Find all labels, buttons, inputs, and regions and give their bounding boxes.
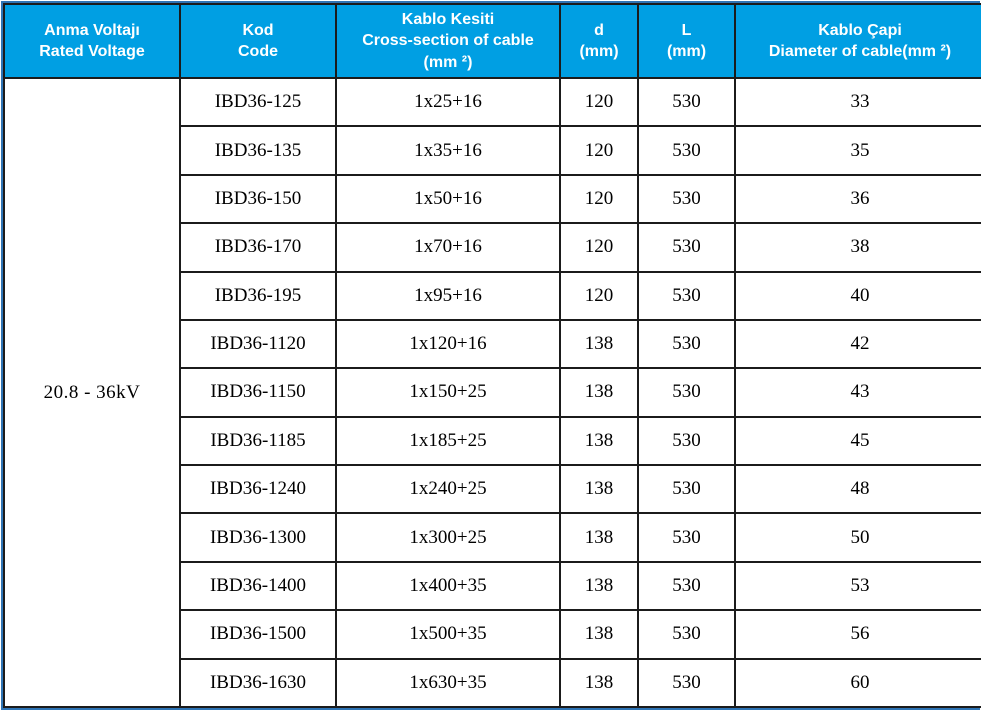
- cable-spec-table: Anma Voltajı Rated Voltage Kod Code Kabl…: [3, 3, 981, 708]
- diameter-cell: 36: [734, 173, 981, 225]
- table-row: IBD36-1120 1x120+16 138 530 42: [4, 318, 981, 370]
- code-cell: IBD36-170: [179, 222, 337, 273]
- table-row: IBD36-195 1x95+16 120 530 40: [4, 270, 981, 321]
- diameter-cell: 42: [734, 318, 981, 370]
- code-cell: IBD36-1630: [179, 657, 337, 708]
- table-row: IBD36-1400 1x400+35 138 530 53: [4, 560, 981, 612]
- table-row: IBD36-170 1x70+16 120 530 38: [4, 222, 981, 273]
- diameter-cell: 40: [734, 270, 981, 321]
- code-cell: IBD36-1300: [179, 512, 337, 563]
- d-mm-cell: 138: [559, 609, 639, 660]
- cross-section-cell: 1x70+16: [335, 222, 561, 273]
- table-body: 20.8 - 36kV IBD36-125 1x25+16 120 530 33 IBD36…: [3, 76, 981, 708]
- header-cable-diameter: Kablo Çapi Diameter of cable(mm ²): [734, 3, 981, 79]
- d-mm-cell: 138: [559, 367, 639, 418]
- code-cell: IBD36-1150: [179, 367, 337, 418]
- d-mm-cell: 120: [559, 270, 639, 321]
- l-mm-cell: 530: [637, 318, 736, 370]
- code-cell: IBD36-150: [179, 173, 337, 225]
- header-l-mm: L (mm): [637, 3, 736, 79]
- code-cell: IBD36-125: [179, 76, 337, 128]
- cross-section-cell: 1x35+16: [335, 125, 561, 176]
- header-rated-voltage: Anma Voltajı Rated Voltage: [3, 3, 181, 79]
- l-mm-cell: 530: [637, 609, 736, 660]
- table-row: IBD36-1150 1x150+25 138 530 43: [4, 367, 981, 418]
- table-row: IBD36-135 1x35+16 120 530 35: [4, 125, 981, 176]
- cross-section-cell: 1x120+16: [335, 318, 561, 370]
- d-mm-cell: 138: [559, 318, 639, 370]
- header-d-mm: d (mm): [559, 3, 639, 79]
- l-mm-cell: 530: [637, 367, 736, 418]
- code-cell: IBD36-1185: [179, 415, 337, 467]
- table-row: IBD36-1240 1x240+25 138 530 48: [4, 463, 981, 515]
- diameter-cell: 33: [734, 76, 981, 128]
- code-cell: IBD36-1500: [179, 609, 337, 660]
- l-mm-cell: 530: [637, 512, 736, 563]
- l-mm-cell: 530: [637, 270, 736, 321]
- code-cell: IBD36-1240: [179, 463, 337, 515]
- l-mm-cell: 530: [637, 222, 736, 273]
- l-mm-cell: 530: [637, 125, 736, 176]
- d-mm-cell: 120: [559, 125, 639, 176]
- header-cross-section: Kablo Kesiti Cross-section of cable (mm …: [335, 3, 561, 79]
- table-row: IBD36-1300 1x300+25 138 530 50: [4, 512, 981, 563]
- cross-section-cell: 1x150+25: [335, 367, 561, 418]
- table-row: IBD36-150 1x50+16 120 530 36: [4, 173, 981, 225]
- cross-section-cell: 1x25+16: [335, 76, 561, 128]
- cross-section-cell: 1x630+35: [335, 657, 561, 708]
- code-cell: IBD36-1120: [179, 318, 337, 370]
- cross-section-cell: 1x300+25: [335, 512, 561, 563]
- diameter-cell: 53: [734, 560, 981, 612]
- diameter-cell: 43: [734, 367, 981, 418]
- cross-section-cell: 1x500+35: [335, 609, 561, 660]
- l-mm-cell: 530: [637, 463, 736, 515]
- diameter-cell: 50: [734, 512, 981, 563]
- table-header-row: Anma Voltajı Rated Voltage Kod Code Kabl…: [3, 3, 981, 79]
- code-cell: IBD36-195: [179, 270, 337, 321]
- diameter-cell: 38: [734, 222, 981, 273]
- d-mm-cell: 138: [559, 560, 639, 612]
- cross-section-cell: 1x400+35: [335, 560, 561, 612]
- d-mm-cell: 120: [559, 76, 639, 128]
- d-mm-cell: 138: [559, 463, 639, 515]
- table-row: 20.8 - 36kV IBD36-125 1x25+16 120 530 33: [3, 76, 981, 708]
- d-mm-cell: 138: [559, 657, 639, 708]
- code-cell: IBD36-135: [179, 125, 337, 176]
- diameter-cell: 60: [734, 657, 981, 708]
- d-mm-cell: 120: [559, 173, 639, 225]
- cross-section-cell: 1x240+25: [335, 463, 561, 515]
- d-mm-cell: 138: [559, 415, 639, 467]
- diameter-cell: 35: [734, 125, 981, 176]
- l-mm-cell: 530: [637, 76, 736, 128]
- diameter-cell: 45: [734, 415, 981, 467]
- header-code: Kod Code: [179, 3, 337, 79]
- cross-section-cell: 1x50+16: [335, 173, 561, 225]
- cross-section-cell: 1x185+25: [335, 415, 561, 467]
- l-mm-cell: 530: [637, 415, 736, 467]
- rated-voltage-cell: 20.8 - 36kV: [3, 77, 181, 708]
- diameter-cell: 48: [734, 463, 981, 515]
- table-row: IBD36-1185 1x185+25 138 530 45: [4, 415, 981, 467]
- l-mm-cell: 530: [637, 560, 736, 612]
- l-mm-cell: 530: [637, 657, 736, 708]
- diameter-cell: 56: [734, 609, 981, 660]
- cross-section-cell: 1x95+16: [335, 270, 561, 321]
- l-mm-cell: 530: [637, 173, 736, 225]
- table-row: IBD36-1500 1x500+35 138 530 56: [4, 609, 981, 660]
- table-row: IBD36-1630 1x630+35 138 530 60: [4, 657, 981, 708]
- code-cell: IBD36-1400: [179, 560, 337, 612]
- d-mm-cell: 138: [559, 512, 639, 563]
- d-mm-cell: 120: [559, 222, 639, 273]
